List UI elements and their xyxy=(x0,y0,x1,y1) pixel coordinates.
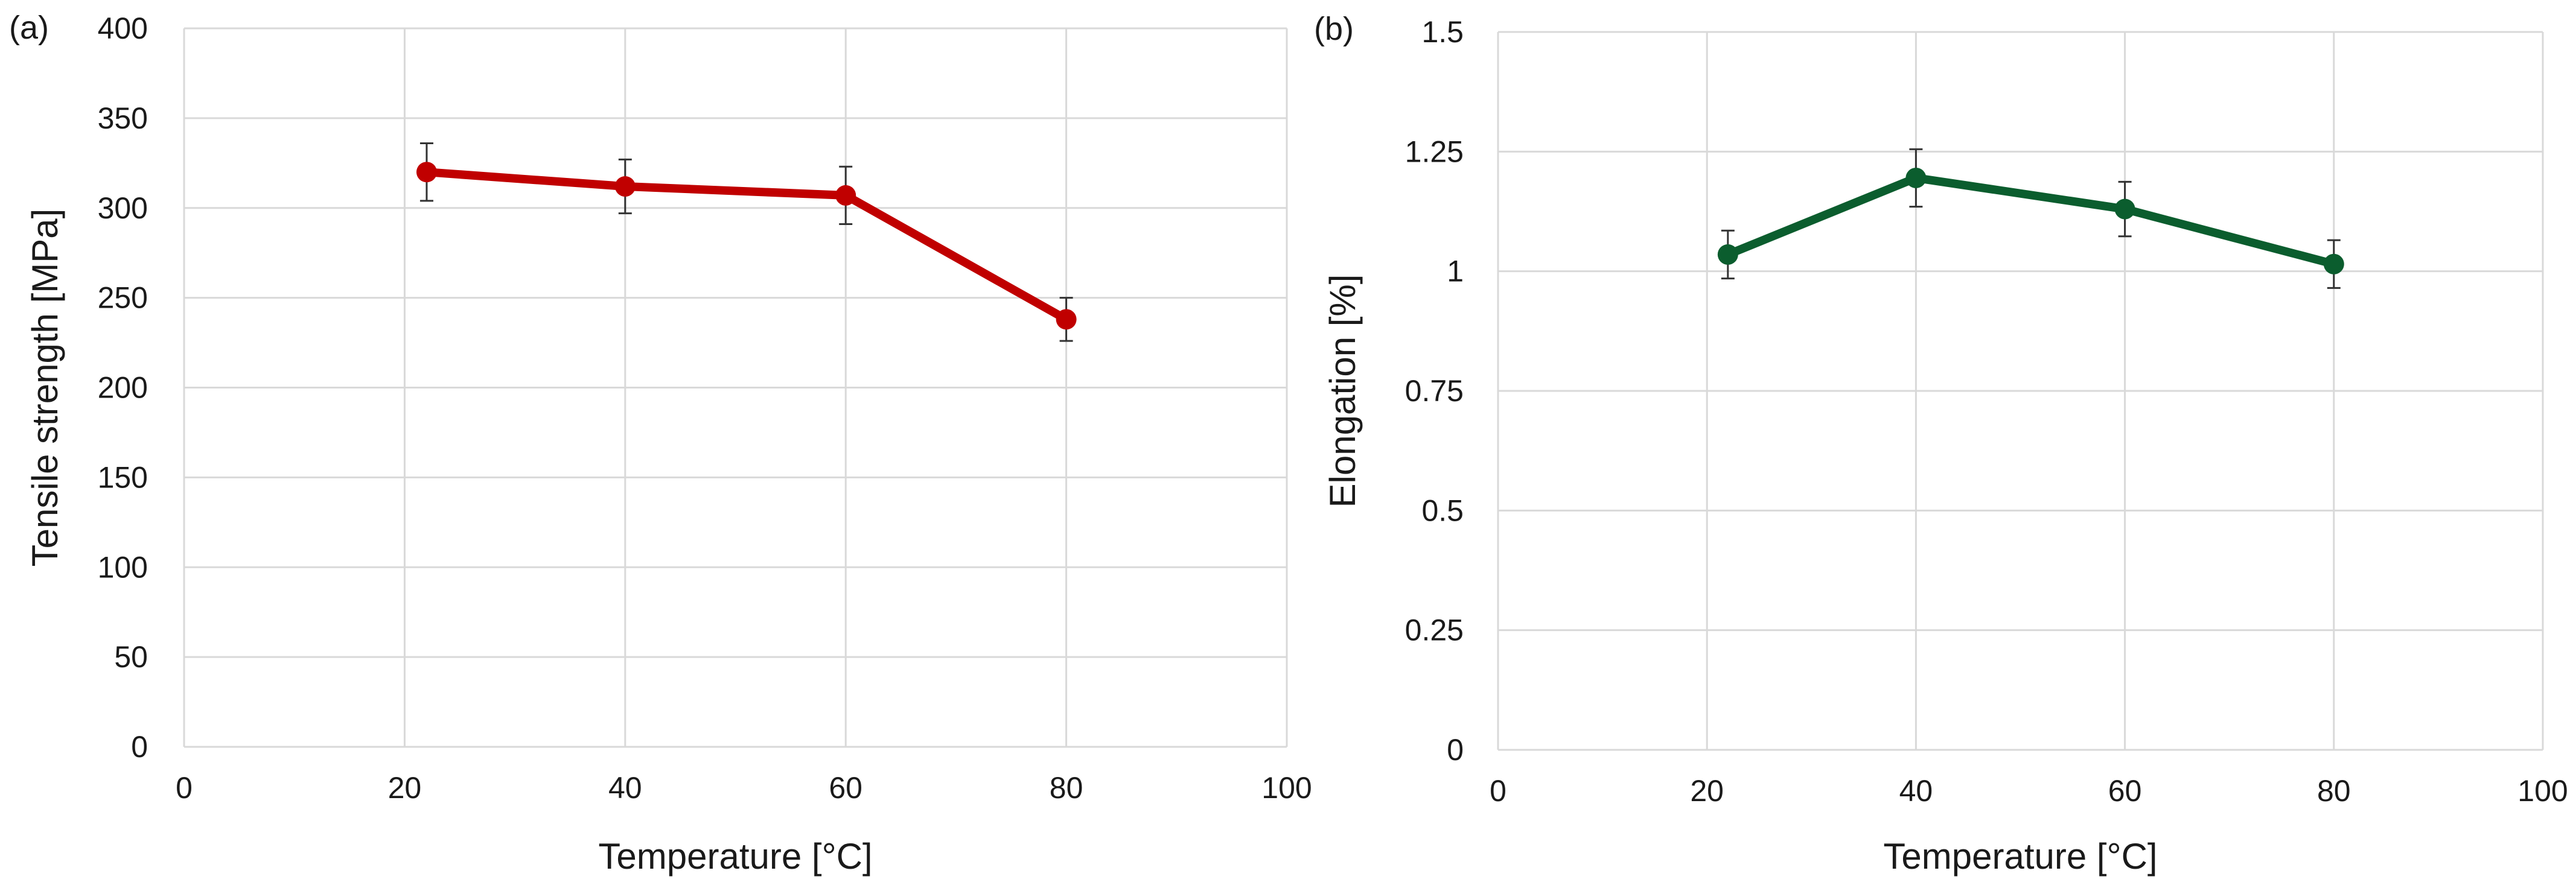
panel-label: (b) xyxy=(1314,11,1354,47)
y-tick-label: 200 xyxy=(98,371,148,405)
series-line xyxy=(422,168,1071,324)
series-line xyxy=(1723,173,2338,268)
y-tick-label: 350 xyxy=(98,101,148,135)
y-axis-title: Tensile strength [MPa] xyxy=(25,209,65,567)
data-point xyxy=(416,162,437,183)
x-tick-label: 40 xyxy=(608,771,642,805)
y-tick-label: 0.25 xyxy=(1405,614,1464,647)
chart-panel-a: 0 50 100 150 200 250 300 350 400 0 20 40 60 80 100 Temp… xyxy=(9,10,1312,877)
y-tick-label: 1 xyxy=(1447,255,1464,288)
y-tick-label: 0.75 xyxy=(1405,374,1464,408)
panel-label: (a) xyxy=(9,10,49,46)
data-point xyxy=(1056,309,1077,330)
data-point xyxy=(1905,167,1927,188)
y-tick-label: 250 xyxy=(98,281,148,315)
y-tick-label: 50 xyxy=(114,640,148,674)
y-tick-label: 0 xyxy=(131,730,148,764)
x-axis-title: Temperature [°C] xyxy=(598,836,872,877)
data-point xyxy=(2114,198,2135,220)
x-tick-label: 100 xyxy=(1261,771,1312,805)
y-tick-label: 400 xyxy=(98,11,148,45)
data-point xyxy=(1717,244,1738,265)
data-point xyxy=(614,176,636,197)
data-point xyxy=(835,185,856,206)
x-tick-label: 80 xyxy=(1050,771,1083,805)
x-tick-label: 80 xyxy=(2317,774,2351,808)
y-tick-label: 300 xyxy=(98,191,148,225)
x-tick-label: 0 xyxy=(176,771,193,805)
data-point xyxy=(2323,253,2344,274)
x-tick-label: 40 xyxy=(1899,774,1933,808)
x-tick-label: 0 xyxy=(1490,774,1506,808)
y-axis-title: Elongation [%] xyxy=(1322,274,1363,508)
y-tick-label: 1.5 xyxy=(1421,15,1464,49)
x-tick-label: 20 xyxy=(1690,774,1724,808)
y-tick-label: 1.25 xyxy=(1405,135,1464,168)
x-tick-label: 60 xyxy=(2108,774,2142,808)
chart-panel-b: 0 0.25 0.5 0.75 1 1.25 1.5 0 20 40 60 80 100 Temperat… xyxy=(1314,11,2568,877)
x-tick-label: 100 xyxy=(2517,774,2568,808)
y-tick-label: 0 xyxy=(1447,733,1464,767)
y-tick-label: 100 xyxy=(98,550,148,584)
y-tick-label: 150 xyxy=(98,460,148,494)
x-axis-title: Temperature [°C] xyxy=(1883,836,2157,877)
x-tick-label: 20 xyxy=(388,771,422,805)
x-tick-label: 60 xyxy=(829,771,862,805)
y-tick-label: 0.5 xyxy=(1421,493,1464,527)
